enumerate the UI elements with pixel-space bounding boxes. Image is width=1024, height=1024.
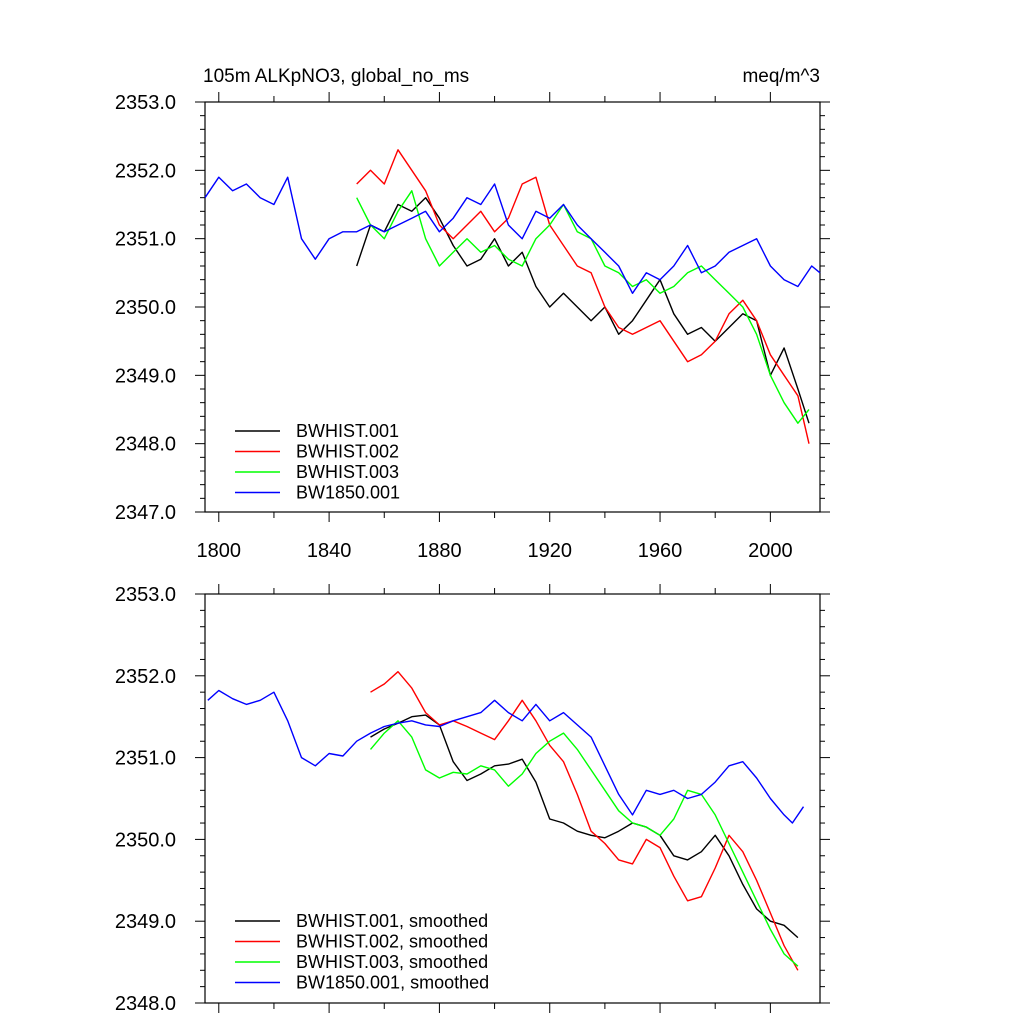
- bottom-y-tick-label: 2351.0: [115, 748, 176, 770]
- bottom-series-line-2: [370, 671, 799, 971]
- top-y-tick-label: 2348.0: [115, 434, 176, 456]
- bottom-series-line-4: [207, 689, 805, 824]
- top-axes: 1800 1840 1880 1920 1960 2000 2347.0 2348.0 2349…: [115, 92, 830, 562]
- bottom-plot-frame: [204, 593, 821, 1004]
- top-series-line-2: [356, 149, 810, 444]
- bottom-y-tick-label: 2353.0: [115, 584, 176, 606]
- top-y-tick-label: 2351.0: [115, 229, 176, 251]
- top-series-group: [204, 149, 821, 444]
- bottom-y-tick-label: 2349.0: [115, 911, 176, 933]
- bottom-legend-label: BWHIST.003, smoothed: [296, 952, 488, 972]
- bottom-legend-label: BW1850.001, smoothed: [296, 973, 489, 993]
- top-panel-units: meq/m^3: [742, 66, 820, 87]
- top-y-tick-label: 2349.0: [115, 365, 176, 387]
- bottom-series-group: [207, 671, 805, 971]
- bottom-series-line-3: [369, 720, 799, 967]
- top-x-tick-label: 1840: [307, 540, 352, 562]
- top-series-line-1: [356, 196, 810, 424]
- top-y-tick-label: 2353.0: [115, 92, 176, 114]
- top-legend-label: BWHIST.002: [296, 442, 399, 462]
- bottom-y-tick-label: 2350.0: [115, 829, 176, 851]
- top-x-tick-label: 1800: [197, 540, 242, 562]
- top-y-tick-label: 2350.0: [115, 297, 176, 319]
- top-x-tick-label: 2000: [748, 540, 793, 562]
- top-panel: 105m ALKpNO3, global_no_ms meq/m^3 1800 1…: [115, 66, 830, 562]
- top-y-tick-label: 2347.0: [115, 502, 176, 524]
- bottom-series-line-1: [370, 714, 799, 939]
- top-x-tick-label: 1960: [638, 540, 683, 562]
- top-panel-title: 105m ALKpNO3, global_no_ms: [203, 66, 469, 87]
- top-x-tick-label: 1920: [527, 540, 572, 562]
- top-legend-label: BWHIST.003: [296, 462, 399, 482]
- top-y-tick-label: 2352.0: [115, 160, 176, 182]
- bottom-axes: 2348.0 2349.0 2350.0 2351.0 2352.0 2353.0: [115, 584, 830, 1015]
- top-series-line-4: [204, 176, 821, 294]
- top-x-tick-label: 1880: [417, 540, 462, 562]
- bottom-legend-label: BWHIST.002, smoothed: [296, 932, 488, 952]
- top-legend-label: BWHIST.001: [296, 421, 399, 441]
- bottom-panel: 2348.0 2349.0 2350.0 2351.0 2352.0 2353.0 BWHI…: [115, 584, 830, 1015]
- top-series-line-3: [356, 190, 810, 424]
- bottom-y-tick-label: 2352.0: [115, 666, 176, 688]
- bottom-legend-label: BWHIST.001, smoothed: [296, 911, 488, 931]
- bottom-y-tick-label: 2348.0: [115, 993, 176, 1015]
- top-legend-label: BW1850.001: [296, 483, 400, 503]
